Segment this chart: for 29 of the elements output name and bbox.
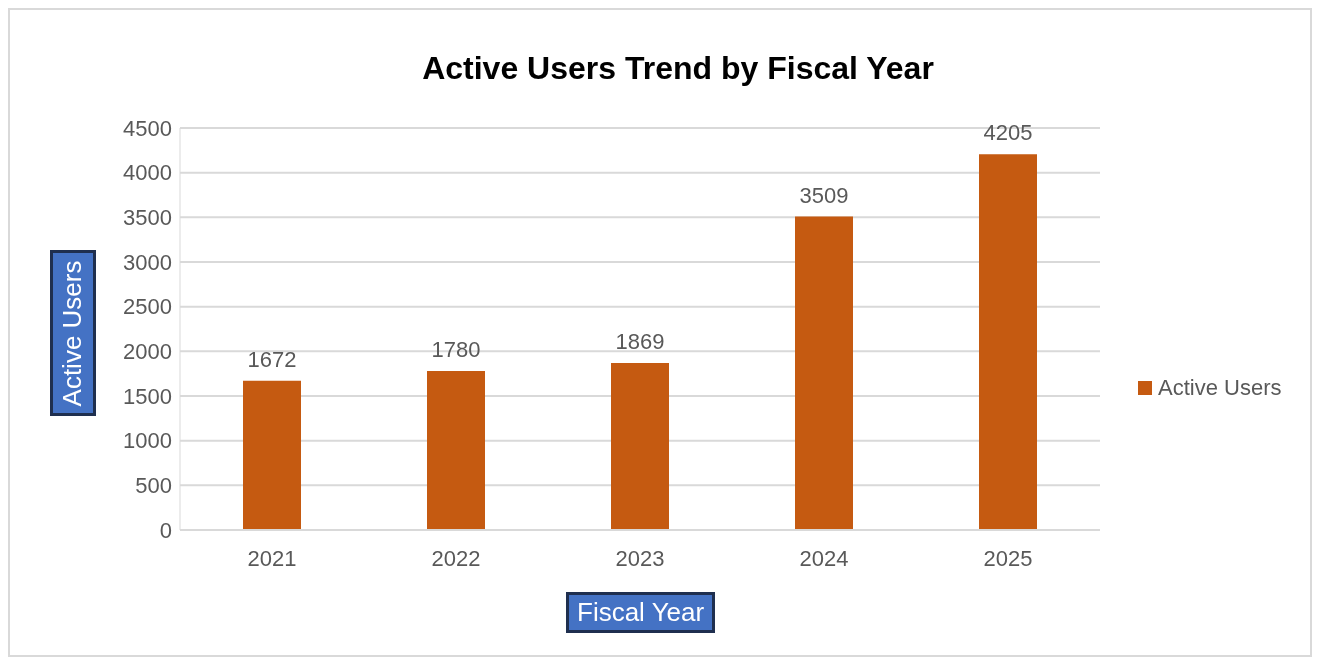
y-tick-label: 2500 <box>123 294 172 320</box>
data-label: 1869 <box>615 329 665 355</box>
bar <box>427 370 485 530</box>
bar <box>243 380 301 530</box>
x-tick-label: 2022 <box>431 545 481 571</box>
chart-title: Active Users Trend by Fiscal Year <box>421 50 935 87</box>
x-tick-label: 2021 <box>247 545 297 571</box>
data-label: 3509 <box>799 182 849 208</box>
x-tick-label: 2024 <box>799 545 849 571</box>
bar <box>795 216 853 530</box>
y-axis-title: Active Users <box>57 260 89 406</box>
bar <box>611 363 669 530</box>
y-tick-label: 4500 <box>123 115 172 141</box>
data-label: 1672 <box>247 346 297 372</box>
bar <box>979 154 1037 530</box>
x-tick-label: 2025 <box>983 545 1033 571</box>
y-tick-label: 4000 <box>123 160 172 186</box>
data-label: 1780 <box>431 336 481 362</box>
legend-label: Active Users <box>1157 375 1282 401</box>
y-tick-label: 2000 <box>123 339 172 365</box>
y-tick-label: 500 <box>135 473 172 499</box>
x-axis-title: Fiscal Year <box>566 592 716 633</box>
y-tick-label: 0 <box>159 517 172 543</box>
y-tick-label: 3500 <box>123 205 172 231</box>
y-tick-label: 3000 <box>123 249 172 275</box>
data-label: 4205 <box>983 120 1033 146</box>
y-tick-label: 1500 <box>123 383 172 409</box>
y-tick-label: 1000 <box>123 428 172 454</box>
x-tick-label: 2023 <box>615 545 665 571</box>
